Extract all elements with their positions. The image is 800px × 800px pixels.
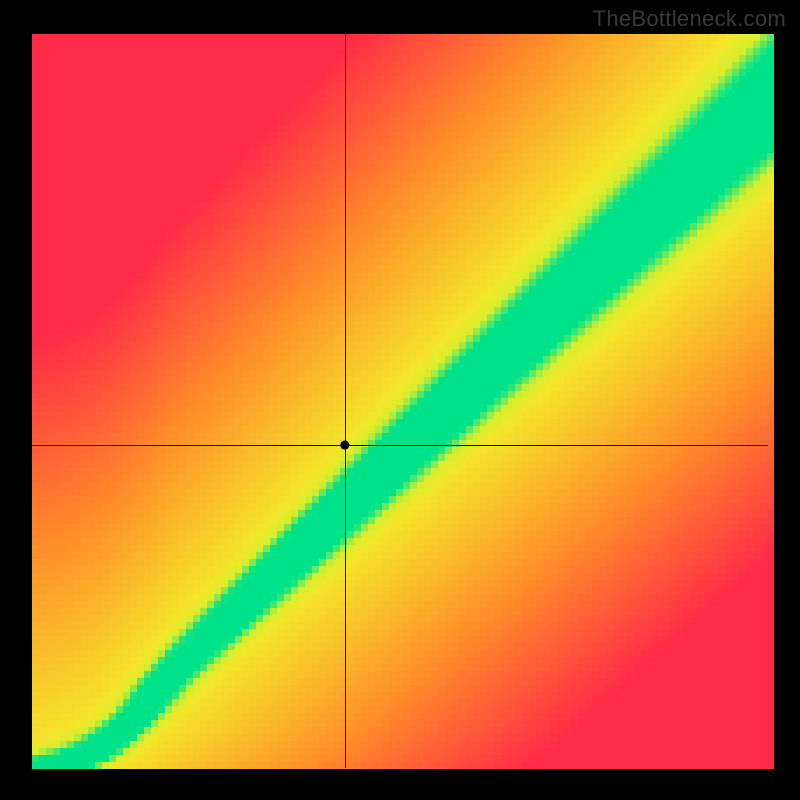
bottleneck-heatmap — [0, 0, 800, 800]
watermark-label: TheBottleneck.com — [593, 6, 786, 32]
chart-container: TheBottleneck.com — [0, 0, 800, 800]
